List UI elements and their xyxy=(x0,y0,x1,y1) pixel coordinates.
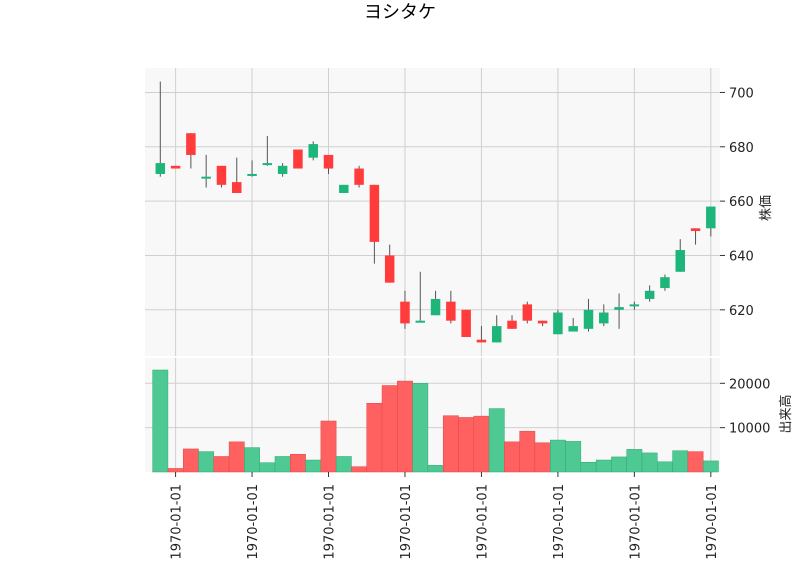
volume-bar xyxy=(580,461,597,473)
volume-bar xyxy=(259,462,276,473)
volume-bar xyxy=(274,456,291,473)
candle-body xyxy=(232,182,242,193)
volume-bar xyxy=(198,451,215,473)
candle-body xyxy=(568,326,578,332)
candle-body xyxy=(369,184,380,242)
candle-body xyxy=(354,168,364,185)
candle-body xyxy=(323,154,334,169)
candle-body xyxy=(170,165,181,169)
price-tick-label: 640 xyxy=(729,249,754,264)
volume-bar xyxy=(442,415,459,473)
volume-bar xyxy=(595,459,612,473)
volume-tick-label: 10000 xyxy=(729,422,770,437)
volume-bar xyxy=(366,403,383,473)
x-tick-label: 1970-01-01 xyxy=(399,484,414,560)
volume-bar xyxy=(611,456,627,473)
volume-bar xyxy=(534,442,551,473)
x-tick-label: 1970-01-01 xyxy=(705,484,720,560)
candle-body xyxy=(247,173,257,176)
candle-body xyxy=(186,133,196,155)
volume-bar xyxy=(381,385,398,473)
candle-body xyxy=(614,307,624,310)
volume-bar xyxy=(626,449,643,473)
candle-body xyxy=(277,165,288,174)
x-tick-label: 1970-01-01 xyxy=(552,484,567,560)
candle-body xyxy=(537,320,548,324)
candle-body xyxy=(216,165,227,185)
volume-bar xyxy=(228,441,245,473)
candle-body xyxy=(430,298,441,316)
chart-title: ヨシタケ xyxy=(364,2,436,23)
candle-body xyxy=(308,144,318,158)
candle-body xyxy=(201,176,211,179)
candle-body xyxy=(507,320,517,329)
volume-bar xyxy=(687,451,704,473)
volume-bar xyxy=(305,459,322,473)
candle-body xyxy=(155,163,166,174)
x-tick-label: 1970-01-01 xyxy=(323,484,338,560)
volume-bar xyxy=(182,448,199,473)
candle-body xyxy=(384,255,395,283)
candle-body xyxy=(400,301,410,324)
candle-body xyxy=(339,184,349,193)
candle-body xyxy=(553,312,563,335)
candle-body xyxy=(491,326,502,343)
volume-bar xyxy=(504,441,520,473)
x-tick-label: 1970-01-01 xyxy=(628,484,643,560)
volume-bar xyxy=(458,417,475,473)
volume-bar xyxy=(213,456,230,473)
x-tick-label: 1970-01-01 xyxy=(475,484,490,560)
candle-body xyxy=(690,228,701,232)
volume-bar xyxy=(351,466,367,473)
candle-body xyxy=(644,290,655,299)
volume-bar xyxy=(152,369,169,473)
candle-body xyxy=(522,304,533,321)
volume-bar xyxy=(167,468,184,473)
price-tick-label: 700 xyxy=(729,86,754,101)
volume-bar xyxy=(672,450,689,473)
candle-body xyxy=(660,277,670,289)
candle-body xyxy=(262,163,273,166)
volume-bar xyxy=(412,383,429,473)
volume-bar xyxy=(565,441,582,473)
volume-bar xyxy=(427,465,444,473)
volume-bar xyxy=(641,452,658,473)
volume-tick-label: 20000 xyxy=(729,377,770,392)
price-tick-label: 620 xyxy=(729,304,754,319)
volume-bar xyxy=(702,460,719,473)
candle-body xyxy=(461,309,471,337)
candles xyxy=(155,81,716,343)
volume-axis-label: 出来高 xyxy=(778,394,794,433)
x-tick-label: 1970-01-01 xyxy=(170,484,185,560)
volume-bar xyxy=(519,430,536,473)
y-tick-labels: 620 640 660 680 700 10000 20000 xyxy=(720,86,770,437)
candle-body xyxy=(476,339,487,343)
candle-body xyxy=(293,149,303,169)
price-tick-label: 680 xyxy=(729,141,754,156)
candle-body xyxy=(629,304,640,307)
volume-bar xyxy=(550,439,566,473)
volume-bar xyxy=(488,408,505,473)
volume-bar xyxy=(335,456,352,473)
candle-body xyxy=(415,320,426,323)
candle-body xyxy=(706,206,716,229)
x-tick-label: 1970-01-01 xyxy=(246,484,261,560)
volume-bar xyxy=(244,447,260,473)
candle-body xyxy=(675,250,685,272)
candle-body xyxy=(583,309,594,329)
volume-bar xyxy=(473,415,490,473)
price-tick-label: 660 xyxy=(729,195,754,210)
volume-bar xyxy=(657,461,673,473)
volume-bar xyxy=(397,380,413,473)
volume-bar xyxy=(320,420,337,473)
candle-body xyxy=(599,312,609,324)
x-tick-labels: 1970-01-01 1970-01-01 1970-01-01 1970-01-01… xyxy=(170,472,720,560)
price-axis-label: 株価 xyxy=(759,195,774,221)
candle-body xyxy=(446,301,456,321)
volume-bar xyxy=(290,454,306,473)
